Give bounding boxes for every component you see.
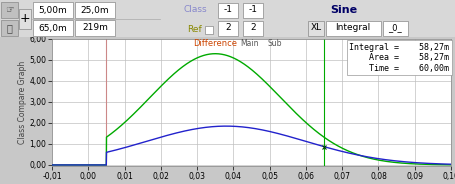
Bar [33,2,73,18]
Text: XL: XL [310,24,321,33]
Text: 2: 2 [250,24,255,33]
Text: 25,0m: 25,0m [81,6,109,15]
Text: Cls: 2.0, 2.2: Cls: 2.0, 2.2 [54,29,103,38]
Bar [205,26,212,34]
Text: ☞: ☞ [5,5,14,15]
Text: 219m: 219m [82,24,108,33]
Bar [75,20,115,36]
Text: Integral: Integral [334,24,370,33]
Bar [325,21,380,36]
Text: ⌕: ⌕ [6,23,12,33]
Text: Sine: Sine [329,5,356,15]
Text: 65,0m: 65,0m [39,24,67,33]
Bar [75,2,115,18]
Text: 5,00m: 5,00m [39,6,67,15]
Bar [1,2,18,18]
Text: Integral =    58,27m
  Area =    58,27m
  Time =    60,00m: Integral = 58,27m Area = 58,27m Time = 6… [348,43,448,73]
Text: -1: -1 [223,6,232,15]
Y-axis label: Class Compare Graph: Class Compare Graph [18,61,26,144]
Text: _0_: _0_ [387,24,401,33]
Text: Difference: Difference [192,39,237,48]
Text: Class: Class [183,6,207,15]
Bar [243,21,263,36]
Bar [19,9,31,29]
Bar [307,21,324,36]
Text: 2: 2 [225,24,230,33]
Bar [217,21,238,36]
Text: -1: -1 [248,6,257,15]
Text: +: + [20,13,30,26]
Bar [243,3,263,18]
Bar [217,3,238,18]
Bar [382,21,407,36]
Bar [33,20,73,36]
Text: Ref: Ref [187,26,202,35]
Text: Sub: Sub [267,39,282,48]
Bar [1,20,18,36]
Text: Main: Main [240,39,259,48]
